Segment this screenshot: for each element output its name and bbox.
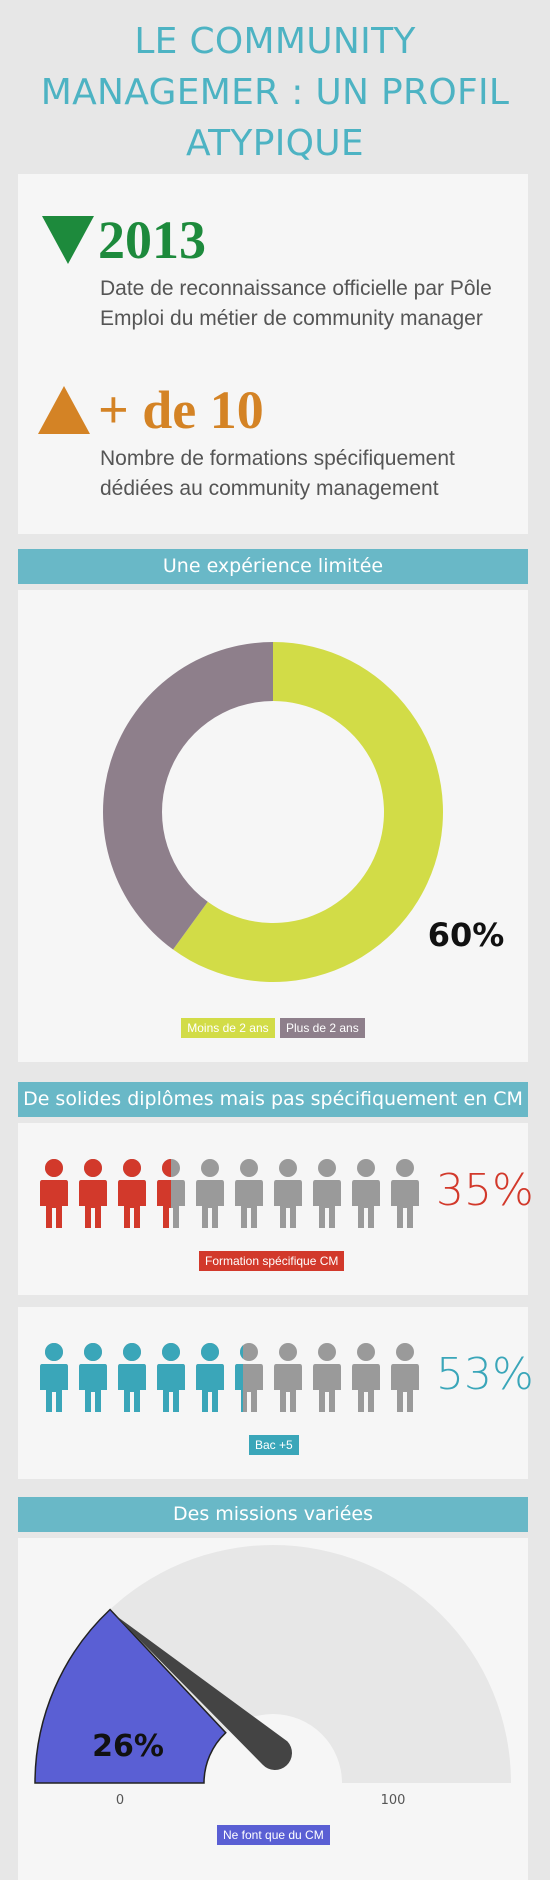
- person-icon: [235, 1343, 263, 1412]
- gauge-max-tick: 100: [381, 1793, 406, 1808]
- person-icon: [313, 1159, 341, 1228]
- triangle-down-icon: [42, 216, 94, 266]
- formation-cm-panel: 35% Formation spécifique CM: [18, 1123, 528, 1295]
- section-diplomes-header: De solides diplômes mais pas spécifiquem…: [18, 1082, 528, 1117]
- person-icon: [235, 1159, 263, 1228]
- person-icon: [391, 1343, 419, 1412]
- person-icon: [157, 1343, 185, 1412]
- title-line-3: ATYPIQUE: [0, 118, 550, 169]
- stats-panel: 2013 Date de reconnaissance officielle p…: [18, 174, 528, 534]
- bac5-panel: 53% Bac +5: [18, 1307, 528, 1479]
- stat-formations-description: Nombre de formations spécifiquement dédi…: [100, 444, 500, 504]
- legend-plus-2-ans: Plus de 2 ans: [280, 1018, 365, 1038]
- missions-gauge-chart: 26% 0 100: [18, 1538, 528, 1848]
- stat-formations-value: + de 10: [98, 382, 264, 438]
- donut-data-label: 60%: [428, 916, 505, 954]
- experience-legend: Moins de 2 ans Plus de 2 ans: [18, 1018, 528, 1038]
- gauge-data-label: 26%: [92, 1729, 164, 1764]
- person-icon: [157, 1159, 185, 1228]
- person-icon: [274, 1159, 302, 1228]
- bac5-label: Bac +5: [249, 1435, 299, 1455]
- person-icon: [352, 1159, 380, 1228]
- title-line-2: MANAGEMER : UN PROFIL: [0, 67, 550, 118]
- person-icon: [79, 1159, 107, 1228]
- title-line-1: LE COMMUNITY: [0, 16, 550, 67]
- missions-gauge-panel: 26% 0 100 Ne font que du CM: [18, 1538, 528, 1880]
- formation-cm-percent: 35%: [436, 1167, 534, 1215]
- formation-cm-pictogram: [33, 1158, 433, 1238]
- person-icon: [196, 1159, 224, 1228]
- triangle-up-icon: [38, 386, 90, 434]
- person-icon: [118, 1343, 146, 1412]
- person-icon: [79, 1343, 107, 1412]
- page-title: LE COMMUNITY MANAGEMER : UN PROFIL ATYPI…: [0, 16, 550, 169]
- legend-moins-2-ans: Moins de 2 ans: [181, 1018, 274, 1038]
- missions-gauge-label: Ne font que du CM: [217, 1825, 330, 1845]
- person-icon: [352, 1343, 380, 1412]
- experience-chart-panel: 60% Moins de 2 ans Plus de 2 ans: [18, 590, 528, 1062]
- stat-2013-value: 2013: [98, 212, 206, 268]
- donut-slice-1: [103, 642, 273, 950]
- person-icon: [196, 1343, 224, 1412]
- bac5-percent: 53%: [436, 1351, 534, 1399]
- person-icon: [313, 1343, 341, 1412]
- person-icon: [118, 1159, 146, 1228]
- stat-2013-description: Date de reconnaissance officielle par Pô…: [100, 274, 500, 334]
- person-icon: [40, 1159, 68, 1228]
- person-icon: [274, 1343, 302, 1412]
- person-icon: [40, 1343, 68, 1412]
- experience-donut-chart: 60%: [18, 590, 528, 990]
- bac5-pictogram: [33, 1342, 433, 1422]
- gauge-min-tick: 0: [116, 1793, 124, 1808]
- section-missions-header: Des missions variées: [18, 1497, 528, 1532]
- section-experience-header: Une expérience limitée: [18, 549, 528, 584]
- person-icon: [391, 1159, 419, 1228]
- formation-cm-label: Formation spécifique CM: [199, 1251, 344, 1271]
